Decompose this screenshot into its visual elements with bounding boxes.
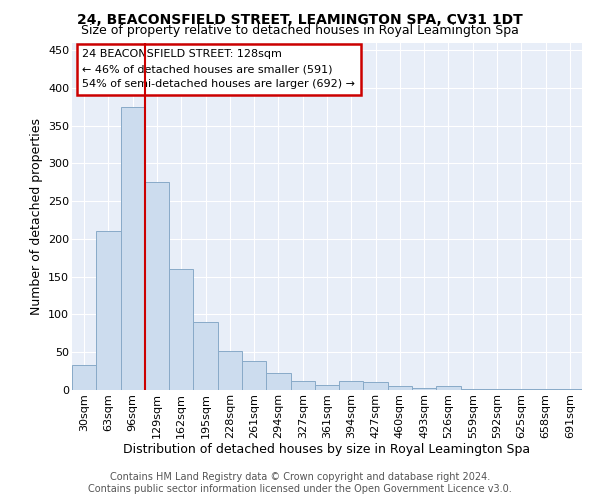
Text: 24, BEACONSFIELD STREET, LEAMINGTON SPA, CV31 1DT: 24, BEACONSFIELD STREET, LEAMINGTON SPA,…	[77, 12, 523, 26]
X-axis label: Distribution of detached houses by size in Royal Leamington Spa: Distribution of detached houses by size …	[124, 444, 530, 456]
Bar	[364, 382, 388, 390]
Text: Size of property relative to detached houses in Royal Leamington Spa: Size of property relative to detached ho…	[81, 24, 519, 37]
Bar	[193, 322, 218, 390]
Text: Contains HM Land Registry data © Crown copyright and database right 2024.
Contai: Contains HM Land Registry data © Crown c…	[88, 472, 512, 494]
Bar	[388, 386, 412, 390]
Bar	[72, 365, 96, 390]
Bar	[485, 389, 509, 390]
Y-axis label: Number of detached properties: Number of detached properties	[29, 118, 43, 315]
Bar	[436, 386, 461, 390]
Bar	[121, 106, 145, 390]
Bar	[461, 389, 485, 390]
Bar	[96, 232, 121, 390]
Bar	[315, 386, 339, 390]
Bar	[290, 381, 315, 390]
Bar	[266, 374, 290, 390]
Bar	[145, 182, 169, 390]
Bar	[339, 381, 364, 390]
Bar	[242, 362, 266, 390]
Bar	[533, 389, 558, 390]
Bar	[218, 350, 242, 390]
Bar	[509, 389, 533, 390]
Bar	[558, 389, 582, 390]
Bar	[169, 269, 193, 390]
Text: 24 BEACONSFIELD STREET: 128sqm
← 46% of detached houses are smaller (591)
54% of: 24 BEACONSFIELD STREET: 128sqm ← 46% of …	[82, 50, 355, 89]
Bar	[412, 388, 436, 390]
